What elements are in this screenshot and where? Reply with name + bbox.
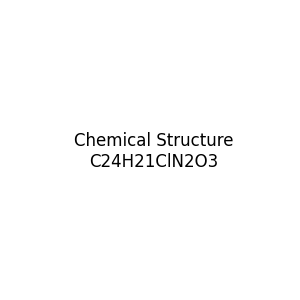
Text: Chemical Structure
C24H21ClN2O3: Chemical Structure C24H21ClN2O3 <box>74 132 233 171</box>
